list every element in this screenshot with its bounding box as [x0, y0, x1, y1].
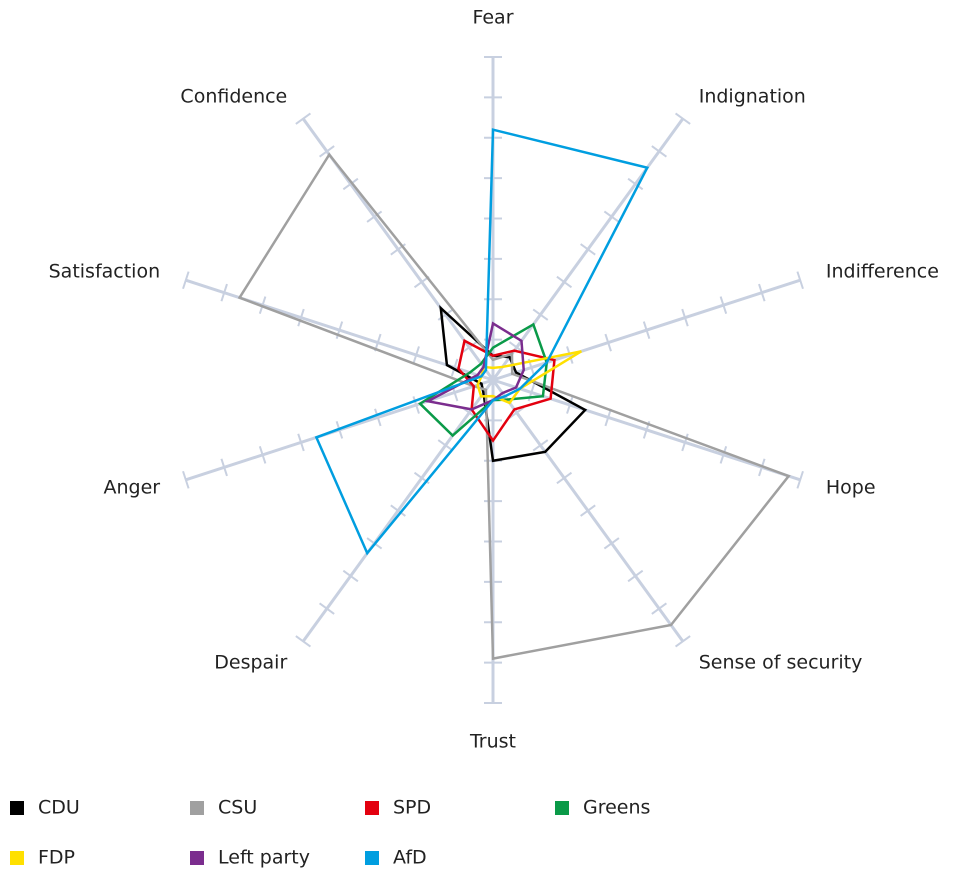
legend-label: FDP: [38, 847, 75, 869]
axis-label: Satisfaction: [49, 260, 161, 282]
tick-mark: [681, 433, 689, 452]
tick-mark: [604, 333, 612, 352]
legend-swatch: [190, 801, 204, 815]
tick-mark: [258, 445, 267, 464]
tick-mark: [580, 243, 596, 256]
tick-mark: [532, 439, 549, 452]
tick-mark: [556, 471, 573, 485]
tick-mark: [651, 602, 667, 615]
series-line: [457, 338, 556, 443]
tick-mark: [566, 396, 574, 414]
axis-label: Indifference: [826, 260, 939, 282]
tick-mark: [627, 177, 644, 191]
axis-label: Despair: [214, 652, 287, 674]
tick-mark: [508, 406, 525, 419]
tick-mark: [719, 296, 728, 315]
axis-label: Trust: [469, 731, 516, 753]
tick-mark: [719, 445, 728, 464]
tick-mark: [295, 635, 312, 648]
tick-mark: [603, 537, 620, 550]
legend-label: Left party: [218, 847, 310, 869]
legend-swatch: [10, 851, 24, 865]
tick-mark: [390, 504, 406, 517]
tick-mark: [627, 569, 644, 583]
series-line: [237, 152, 791, 661]
tick-mark: [566, 346, 574, 364]
tick-mark: [319, 602, 335, 615]
series-line: [439, 304, 588, 463]
tick-mark: [642, 321, 651, 339]
legend-label: Greens: [583, 797, 650, 819]
tick-mark: [297, 308, 305, 327]
series-line: [314, 128, 650, 556]
tick-mark: [319, 145, 335, 158]
tick-mark: [374, 408, 382, 427]
series-line: [476, 350, 582, 405]
tick-mark: [412, 396, 420, 414]
tick-mark: [758, 283, 766, 302]
axis-label: Anger: [104, 477, 161, 499]
tick-mark: [604, 408, 612, 427]
axis-label: Indignation: [699, 85, 806, 107]
tick-mark: [681, 308, 689, 327]
tick-mark: [220, 283, 228, 302]
tick-mark: [182, 470, 190, 489]
tick-mark: [182, 271, 190, 290]
tick-mark: [295, 112, 312, 125]
tick-mark: [297, 433, 305, 452]
legend-swatch: [365, 801, 379, 815]
legend-label: SPD: [393, 797, 431, 819]
tick-mark: [342, 177, 359, 191]
legend-label: CDU: [38, 797, 80, 819]
tick-mark: [556, 275, 573, 289]
tick-mark: [674, 635, 691, 648]
tick-mark: [412, 346, 420, 364]
legend-swatch: [555, 801, 569, 815]
tick-mark: [603, 210, 620, 223]
axis-label: Confidence: [180, 85, 287, 107]
legend-label: AfD: [393, 847, 427, 869]
tick-mark: [437, 439, 454, 452]
tick-mark: [796, 470, 804, 489]
tick-mark: [461, 341, 478, 354]
tick-mark: [366, 210, 383, 223]
tick-mark: [532, 308, 549, 321]
axis-label: Sense of security: [699, 652, 863, 674]
legend-swatch: [190, 851, 204, 865]
legend-label: CSU: [218, 797, 257, 819]
tick-mark: [220, 458, 228, 477]
axis-label: Hope: [826, 477, 876, 499]
tick-mark: [450, 358, 459, 377]
legend-swatch: [10, 801, 24, 815]
tick-mark: [651, 145, 667, 158]
tick-mark: [796, 271, 804, 290]
axis-label: Fear: [472, 7, 513, 29]
legend-swatch: [365, 851, 379, 865]
tick-mark: [674, 112, 691, 125]
tick-mark: [580, 504, 596, 517]
tick-mark: [342, 569, 359, 583]
